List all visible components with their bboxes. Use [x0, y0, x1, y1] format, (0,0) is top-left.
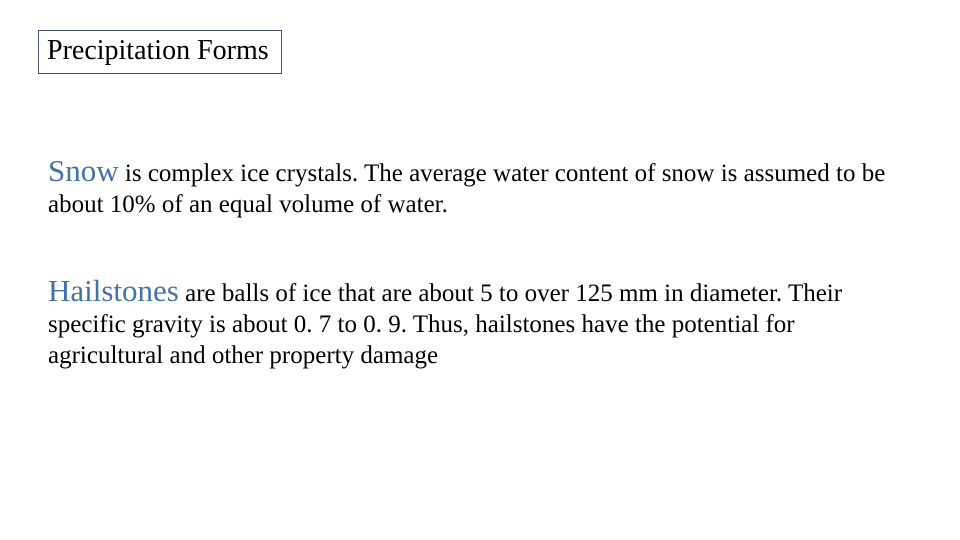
body-block: Snow is complex ice crystals. The averag… [48, 152, 906, 423]
slide: Precipitation Forms Snow is complex ice … [0, 0, 960, 540]
paragraph-snow: Snow is complex ice crystals. The averag… [48, 152, 906, 220]
term-hailstones: Hailstones [48, 273, 179, 308]
slide-title: Precipitation Forms [47, 35, 269, 66]
title-box: Precipitation Forms [38, 30, 282, 74]
text-snow: is complex ice crystals. The average wat… [48, 160, 885, 218]
term-snow: Snow [48, 153, 119, 188]
paragraph-hailstones: Hailstones are balls of ice that are abo… [48, 272, 906, 371]
